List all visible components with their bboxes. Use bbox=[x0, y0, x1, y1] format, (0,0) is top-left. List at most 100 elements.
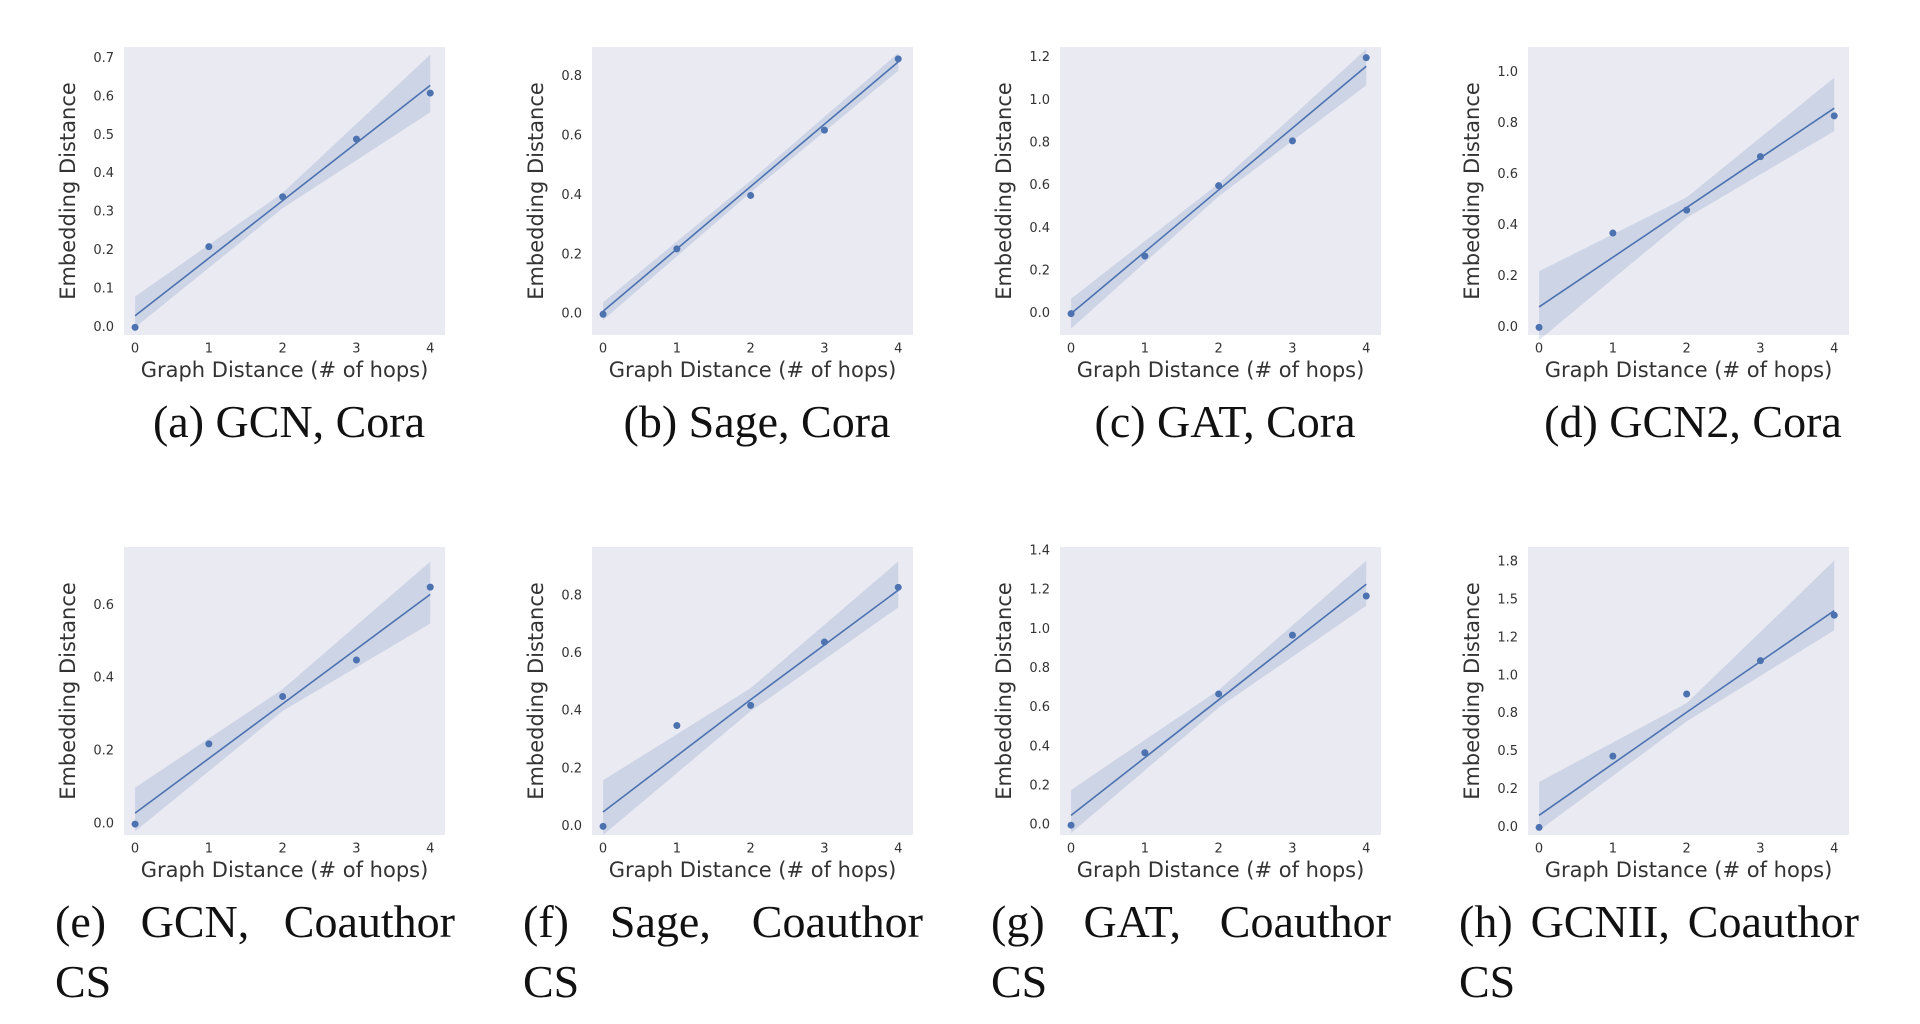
plot-background bbox=[1528, 47, 1849, 335]
point bbox=[1067, 821, 1075, 829]
regression-line bbox=[134, 593, 431, 814]
y-tick-label: 1.0 bbox=[1029, 622, 1050, 637]
y-tick-label: 0.0 bbox=[1497, 820, 1518, 835]
y-tick-label: 0.1 bbox=[93, 281, 114, 296]
y-tick-label: 0.2 bbox=[1497, 269, 1518, 284]
y-axis-label: Embedding Distance bbox=[992, 582, 1016, 800]
x-tick-label: 3 bbox=[820, 342, 828, 357]
x-tick-label: 4 bbox=[426, 342, 434, 357]
caption: (g) GAT, Coauthor CS bbox=[991, 896, 1391, 1007]
regression-line bbox=[1070, 65, 1367, 315]
y-tick-label: 0.4 bbox=[561, 188, 582, 203]
y-tick-label: 0.8 bbox=[1029, 136, 1050, 151]
caption: (b) Sage, Cora bbox=[623, 396, 891, 447]
point bbox=[894, 55, 902, 63]
point bbox=[279, 193, 287, 201]
y-tick-label: 1.0 bbox=[1497, 668, 1518, 683]
y-axis-label: Embedding Distance bbox=[992, 82, 1016, 300]
y-axis-label: Embedding Distance bbox=[1460, 582, 1484, 800]
y-tick-label: 0.0 bbox=[1029, 306, 1050, 321]
x-tick-label: 3 bbox=[352, 842, 360, 857]
point bbox=[599, 822, 607, 830]
regression-line bbox=[134, 84, 431, 317]
y-tick-label: 0.7 bbox=[93, 51, 114, 66]
x-tick-label: 3 bbox=[820, 842, 828, 857]
point bbox=[1215, 182, 1223, 190]
point bbox=[1535, 823, 1543, 831]
point bbox=[1756, 657, 1764, 665]
y-tick-label: 0.6 bbox=[93, 89, 114, 104]
point bbox=[1362, 592, 1370, 600]
y-tick-label: 0.4 bbox=[561, 704, 582, 719]
point bbox=[1288, 137, 1296, 145]
regression-line bbox=[602, 589, 899, 813]
y-tick-label: 0.8 bbox=[1497, 706, 1518, 721]
y-axis-label: Embedding Distance bbox=[524, 582, 548, 800]
caption: (e) GCN, Coauthor CS bbox=[55, 896, 455, 1007]
x-tick-label: 2 bbox=[1683, 842, 1691, 857]
x-axis-label: Graph Distance (# of hops) bbox=[1545, 358, 1833, 382]
x-axis-label: Graph Distance (# of hops) bbox=[1077, 358, 1365, 382]
y-tick-label: 1.2 bbox=[1029, 583, 1050, 598]
y-tick-label: 0.3 bbox=[93, 205, 114, 220]
y-tick-label: 0.0 bbox=[561, 819, 582, 834]
x-axis-label: Graph Distance (# of hops) bbox=[609, 858, 897, 882]
x-tick-label: 1 bbox=[205, 842, 213, 857]
x-tick-label: 0 bbox=[599, 342, 607, 357]
y-axis-label: Embedding Distance bbox=[524, 82, 548, 300]
y-tick-label: 0.0 bbox=[93, 817, 114, 832]
y-tick-label: 1.0 bbox=[1029, 93, 1050, 108]
y-tick-label: 0.6 bbox=[561, 646, 582, 661]
x-tick-label: 2 bbox=[1683, 342, 1691, 357]
y-tick-label: 0.6 bbox=[561, 129, 582, 144]
caption: (a) GCN, Cora bbox=[152, 396, 426, 447]
x-tick-label: 4 bbox=[1362, 842, 1370, 857]
regression-line bbox=[1538, 610, 1835, 816]
y-tick-label: 0.8 bbox=[1497, 116, 1518, 131]
y-tick-label: 0.6 bbox=[1029, 178, 1050, 193]
y-tick-label: 0.0 bbox=[1497, 320, 1518, 335]
y-tick-label: 0.5 bbox=[93, 128, 114, 143]
x-tick-label: 1 bbox=[205, 342, 213, 357]
x-tick-label: 2 bbox=[747, 842, 755, 857]
point bbox=[1215, 690, 1223, 698]
y-tick-label: 0.0 bbox=[561, 307, 582, 322]
point bbox=[820, 638, 828, 646]
y-tick-label: 0.5 bbox=[1497, 744, 1518, 759]
y-tick-label: 0.2 bbox=[561, 247, 582, 262]
x-tick-label: 4 bbox=[894, 842, 902, 857]
regression-line bbox=[602, 61, 899, 312]
caption: (h) GCNII, Coauthor CS bbox=[1459, 896, 1859, 1007]
caption: (c) GAT, Cora bbox=[1094, 396, 1356, 447]
y-tick-label: 0.2 bbox=[1029, 779, 1050, 794]
x-tick-label: 2 bbox=[279, 342, 287, 357]
point bbox=[1609, 229, 1617, 237]
x-tick-label: 0 bbox=[599, 842, 607, 857]
x-tick-label: 4 bbox=[1362, 342, 1370, 357]
y-tick-label: 0.8 bbox=[561, 69, 582, 84]
x-tick-label: 2 bbox=[1215, 342, 1223, 357]
point bbox=[599, 310, 607, 318]
x-tick-label: 4 bbox=[894, 342, 902, 357]
point bbox=[426, 89, 434, 97]
point bbox=[1756, 153, 1764, 161]
point bbox=[1830, 112, 1838, 120]
x-tick-label: 2 bbox=[1215, 842, 1223, 857]
y-tick-label: 0.4 bbox=[1029, 739, 1050, 754]
point bbox=[205, 243, 213, 251]
point bbox=[673, 245, 681, 253]
y-tick-label: 1.2 bbox=[1029, 50, 1050, 65]
plot-background bbox=[124, 47, 445, 335]
y-tick-label: 0.4 bbox=[1029, 221, 1050, 236]
y-tick-label: 0.2 bbox=[1029, 264, 1050, 279]
x-axis-label: Graph Distance (# of hops) bbox=[1077, 858, 1365, 882]
x-tick-label: 1 bbox=[673, 842, 681, 857]
plot-background bbox=[1528, 547, 1849, 835]
y-tick-label: 1.4 bbox=[1029, 543, 1050, 558]
x-tick-label: 0 bbox=[1067, 842, 1075, 857]
x-tick-label: 2 bbox=[279, 842, 287, 857]
x-tick-label: 4 bbox=[1830, 342, 1838, 357]
y-tick-label: 0.0 bbox=[1029, 818, 1050, 833]
regression-line bbox=[1070, 583, 1367, 817]
plot-background bbox=[1060, 47, 1381, 335]
